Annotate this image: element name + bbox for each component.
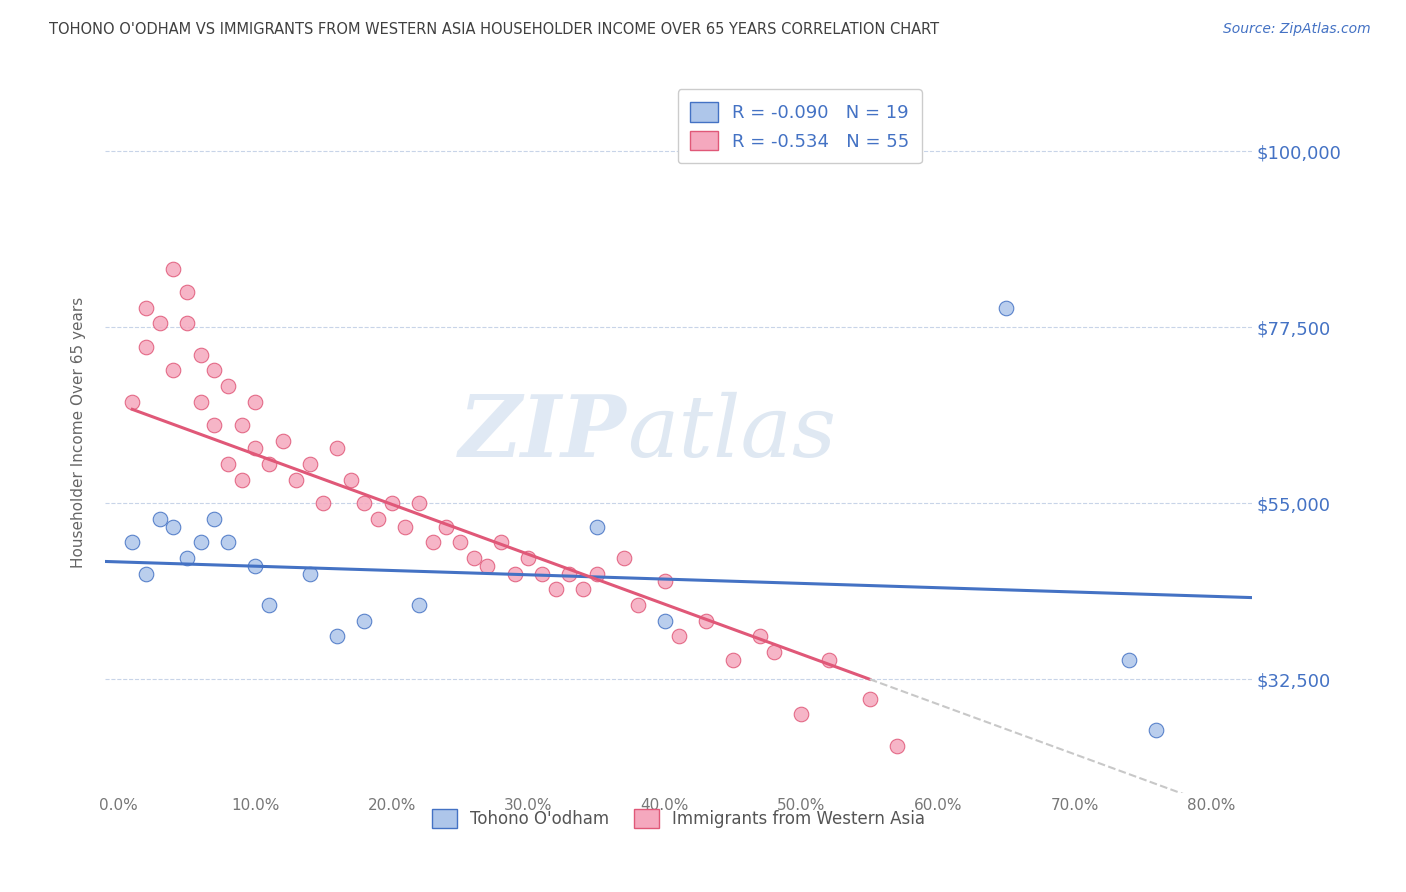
Point: [668, 629, 690, 643]
Point: [121, 394, 143, 409]
Point: [135, 566, 157, 581]
Point: [202, 417, 225, 432]
Point: [217, 457, 239, 471]
Point: [190, 535, 212, 549]
Point: [463, 551, 485, 566]
Point: [217, 379, 239, 393]
Point: [257, 598, 280, 612]
Point: [162, 261, 184, 276]
Point: [245, 558, 267, 573]
Point: [544, 582, 567, 597]
Text: Source: ZipAtlas.com: Source: ZipAtlas.com: [1223, 22, 1371, 37]
Point: [489, 535, 512, 549]
Point: [1118, 653, 1140, 667]
Text: atlas: atlas: [627, 392, 837, 475]
Point: [763, 645, 786, 659]
Point: [434, 519, 457, 533]
Point: [298, 457, 321, 471]
Point: [381, 496, 404, 510]
Point: [367, 512, 389, 526]
Point: [859, 691, 882, 706]
Point: [326, 629, 349, 643]
Point: [202, 363, 225, 377]
Point: [517, 551, 540, 566]
Point: [1146, 723, 1168, 737]
Text: ZIP: ZIP: [458, 391, 627, 475]
Point: [271, 434, 294, 448]
Point: [149, 512, 172, 526]
Point: [176, 316, 198, 330]
Point: [231, 473, 253, 487]
Point: [245, 394, 267, 409]
Legend: Tohono O'odham, Immigrants from Western Asia: Tohono O'odham, Immigrants from Western …: [425, 803, 932, 835]
Point: [202, 512, 225, 526]
Point: [339, 473, 361, 487]
Point: [503, 566, 526, 581]
Point: [121, 535, 143, 549]
Point: [298, 566, 321, 581]
Point: [231, 417, 253, 432]
Point: [654, 614, 676, 628]
Y-axis label: Householder Income Over 65 years: Householder Income Over 65 years: [72, 297, 86, 568]
Point: [558, 566, 581, 581]
Point: [721, 653, 744, 667]
Point: [654, 574, 676, 589]
Point: [477, 558, 499, 573]
Point: [886, 739, 908, 753]
Point: [572, 582, 595, 597]
Point: [449, 535, 471, 549]
Point: [613, 551, 636, 566]
Point: [749, 629, 772, 643]
Point: [190, 394, 212, 409]
Point: [162, 519, 184, 533]
Text: TOHONO O'ODHAM VS IMMIGRANTS FROM WESTERN ASIA HOUSEHOLDER INCOME OVER 65 YEARS : TOHONO O'ODHAM VS IMMIGRANTS FROM WESTER…: [49, 22, 939, 37]
Point: [790, 707, 813, 722]
Point: [530, 566, 553, 581]
Point: [422, 535, 444, 549]
Point: [326, 442, 349, 456]
Point: [353, 496, 375, 510]
Point: [312, 496, 335, 510]
Point: [585, 566, 607, 581]
Point: [190, 348, 212, 362]
Point: [285, 473, 308, 487]
Point: [353, 614, 375, 628]
Point: [817, 653, 839, 667]
Point: [394, 519, 416, 533]
Point: [135, 340, 157, 354]
Point: [257, 457, 280, 471]
Point: [245, 442, 267, 456]
Point: [176, 285, 198, 299]
Point: [626, 598, 648, 612]
Point: [585, 519, 607, 533]
Point: [162, 363, 184, 377]
Point: [995, 301, 1018, 315]
Point: [408, 598, 430, 612]
Point: [408, 496, 430, 510]
Point: [695, 614, 717, 628]
Point: [176, 551, 198, 566]
Point: [135, 301, 157, 315]
Point: [149, 316, 172, 330]
Point: [217, 535, 239, 549]
